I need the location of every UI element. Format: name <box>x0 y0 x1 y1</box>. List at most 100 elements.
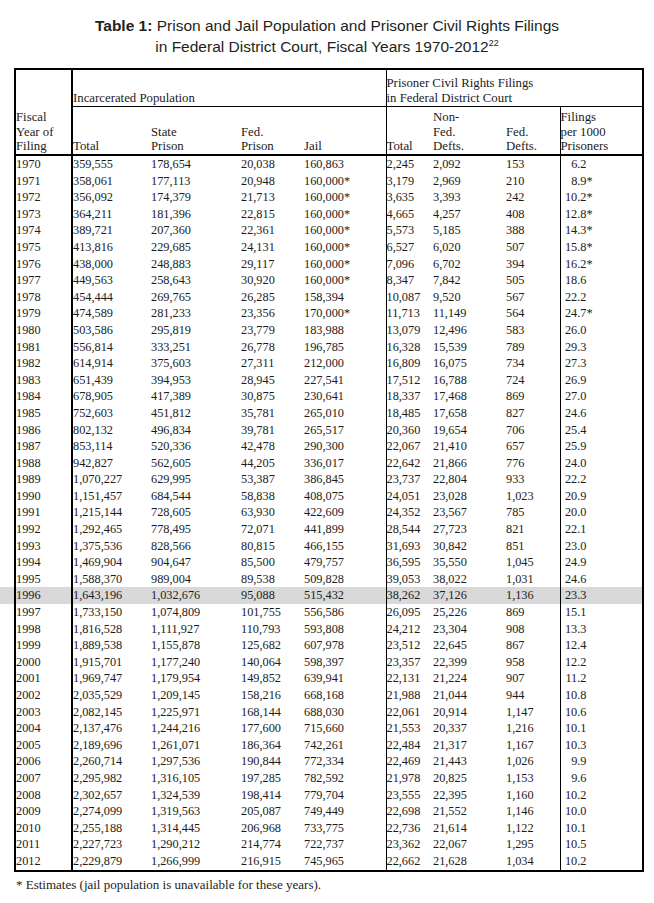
cell: 21,552 <box>433 803 506 820</box>
cell: 752,603 <box>72 405 151 422</box>
table-body: 1970359,555178,65420,038160,8632,2452,09… <box>15 155 643 871</box>
cell: 10.2 <box>560 853 643 871</box>
cell-value: 10.3 <box>561 737 587 754</box>
table-row: 20001,915,7011,177,240140,064598,39723,3… <box>15 654 643 671</box>
cell: 904,647 <box>151 554 241 571</box>
cell-value: 22.1 <box>561 521 587 538</box>
cell: 281,233 <box>151 305 241 322</box>
estimate-asterisk: * <box>587 174 593 188</box>
cell: 1976 <box>15 256 72 273</box>
cell: 958 <box>506 654 560 671</box>
cell: 1998 <box>15 621 72 638</box>
table-row: 19931,375,536828,56680,815466,15531,6933… <box>15 538 643 555</box>
cell: 1,122 <box>506 820 560 837</box>
cell: 869 <box>506 604 560 621</box>
cell: 684,544 <box>151 488 241 505</box>
cell: 12.4 <box>560 637 643 654</box>
table-row: 20072,295,9821,316,105197,285782,59221,9… <box>15 770 643 787</box>
cell: 30,875 <box>241 388 304 405</box>
cell: 944 <box>506 687 560 704</box>
cell: 25,226 <box>433 604 506 621</box>
cell: 10.2* <box>560 189 643 206</box>
table-row: 1983651,439394,95328,945227,54117,51216,… <box>15 372 643 389</box>
cell: 22,399 <box>433 654 506 671</box>
cell: 336,017 <box>304 455 386 472</box>
cell: 785 <box>506 504 560 521</box>
cell: 1,297,536 <box>151 753 241 770</box>
cell: 198,414 <box>241 787 304 804</box>
cell-value: 24.6 <box>561 571 587 588</box>
cell: 505 <box>506 272 560 289</box>
cell: 21,988 <box>386 687 433 704</box>
cell: 722,737 <box>304 836 386 853</box>
table-footnote: * Estimates (jail population is unavaila… <box>16 877 321 893</box>
cell: 1974 <box>15 222 72 239</box>
cell: 10.6 <box>560 704 643 721</box>
cell: 21,866 <box>433 455 506 472</box>
cell: 449,563 <box>72 272 151 289</box>
cell: 1,153 <box>506 770 560 787</box>
title-text-2: in Federal District Court, Fiscal Years … <box>155 38 488 55</box>
cell: 17,658 <box>433 405 506 422</box>
cell: 853,114 <box>72 438 151 455</box>
cell: 657 <box>506 438 560 455</box>
cell: 210 <box>506 173 560 190</box>
cell: 333,251 <box>151 339 241 356</box>
column-header-fiscal-year: FiscalYear ofFiling <box>15 69 72 155</box>
cell: 23,356 <box>241 305 304 322</box>
cell: 908 <box>506 621 560 638</box>
cell: 598,397 <box>304 654 386 671</box>
cell: 2002 <box>15 687 72 704</box>
cell: 177,113 <box>151 173 241 190</box>
cell: 10.1 <box>560 720 643 737</box>
cell: 227,541 <box>304 372 386 389</box>
cell: 26,778 <box>241 339 304 356</box>
table-row: 20011,969,7471,179,954149,852639,94122,1… <box>15 670 643 687</box>
cell: 85,500 <box>241 554 304 571</box>
cell: 678,905 <box>72 388 151 405</box>
cell: 1991 <box>15 504 72 521</box>
cell: 583 <box>506 322 560 339</box>
cell: 386,845 <box>304 471 386 488</box>
cell: 828,566 <box>151 538 241 555</box>
cell: 178,654 <box>151 155 241 173</box>
cell: 18,485 <box>386 405 433 422</box>
cell: 170,000* <box>304 305 386 322</box>
estimate-asterisk: * <box>587 240 593 254</box>
sub-header-row: Total StatePrison Fed.Prison Jail Total … <box>15 106 643 155</box>
cell: 1,026 <box>506 753 560 770</box>
cell: 25.4 <box>560 422 643 439</box>
cell: 715,660 <box>304 720 386 737</box>
cell: 1,915,701 <box>72 654 151 671</box>
cell: 149,852 <box>241 670 304 687</box>
column-header-fed-prison: Fed.Prison <box>241 106 304 155</box>
cell: 15.8* <box>560 239 643 256</box>
cell: 1,146 <box>506 803 560 820</box>
cell: 1,074,809 <box>151 604 241 621</box>
cell: 8,347 <box>386 272 433 289</box>
cell: 2,295,982 <box>72 770 151 787</box>
cell: 2,189,696 <box>72 737 151 754</box>
cell: 1,375,536 <box>72 538 151 555</box>
cell-value: 22.2 <box>561 289 587 306</box>
cell: 496,834 <box>151 422 241 439</box>
cell: 174,379 <box>151 189 241 206</box>
cell: 451,812 <box>151 405 241 422</box>
cell-value: 12.8 <box>561 206 587 223</box>
cell: 1,155,878 <box>151 637 241 654</box>
cell: 2,302,657 <box>72 787 151 804</box>
table-row: 20122,229,8791,266,999216,915745,96522,6… <box>15 853 643 871</box>
cell: 38,022 <box>433 571 506 588</box>
cell: 26.0 <box>560 322 643 339</box>
cell-value: 18.6 <box>561 272 587 289</box>
cell: 21,317 <box>433 737 506 754</box>
cell: 745,965 <box>304 853 386 871</box>
cell: 10.8 <box>560 687 643 704</box>
cell-value: 16.2 <box>561 256 587 273</box>
cell: 668,168 <box>304 687 386 704</box>
cell: 10,087 <box>386 289 433 306</box>
column-header-filings-per-1000: Filingsper 1000Prisoners <box>560 106 643 155</box>
cell: 89,538 <box>241 571 304 588</box>
cell: 20,360 <box>386 422 433 439</box>
cell: 24,212 <box>386 621 433 638</box>
